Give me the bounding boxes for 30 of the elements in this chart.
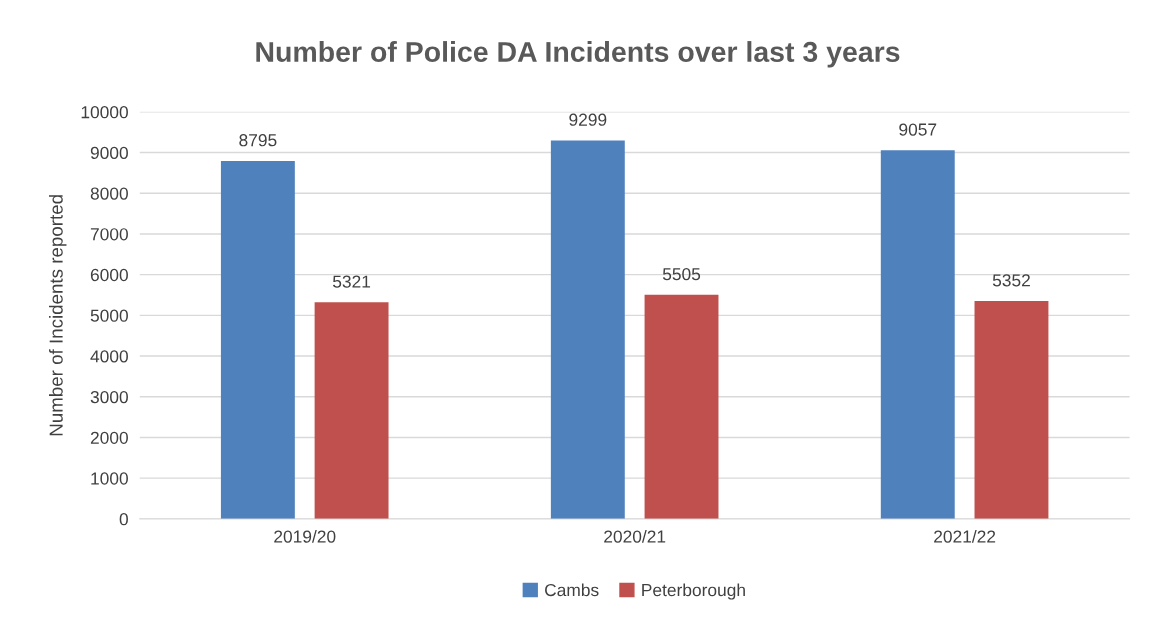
bar bbox=[880, 150, 955, 519]
y-axis-title: Number of Incidents reported bbox=[49, 195, 67, 436]
y-tick-label: 2000 bbox=[90, 431, 128, 444]
bar bbox=[550, 140, 625, 519]
data-label: 5352 bbox=[992, 274, 1030, 287]
chart-title: Number of Police DA Incidents over last 3 years bbox=[256, 41, 900, 68]
y-tick-label: 6000 bbox=[90, 268, 128, 282]
x-tick-label: 2019/20 bbox=[274, 529, 336, 543]
y-tick-label: 4000 bbox=[90, 350, 128, 363]
y-tick-label: 3000 bbox=[90, 390, 128, 404]
data-label: 5505 bbox=[662, 267, 701, 281]
y-tick-label: 0 bbox=[119, 513, 128, 526]
y-tick-label: 8000 bbox=[90, 187, 128, 200]
x-tick-label: 2021/22 bbox=[934, 529, 996, 543]
data-label: 9057 bbox=[899, 123, 937, 136]
y-tick-label: 5000 bbox=[90, 309, 128, 322]
data-label: 9299 bbox=[569, 113, 607, 126]
y-tick-label: 10000 bbox=[81, 106, 128, 119]
y-tick-label: 1000 bbox=[91, 472, 128, 485]
y-tick-label: 9000 bbox=[90, 146, 128, 160]
y-tick-label: 7000 bbox=[90, 228, 128, 241]
x-tick-label: 2020/21 bbox=[604, 529, 666, 543]
data-label: 8795 bbox=[239, 134, 277, 147]
bar bbox=[314, 302, 389, 519]
data-label: 5321 bbox=[332, 275, 371, 288]
legend-label: Cambs bbox=[545, 583, 599, 597]
bar bbox=[974, 301, 1049, 519]
bar bbox=[220, 160, 295, 519]
bar bbox=[644, 294, 719, 519]
legend-label: Peterborough bbox=[642, 583, 745, 600]
